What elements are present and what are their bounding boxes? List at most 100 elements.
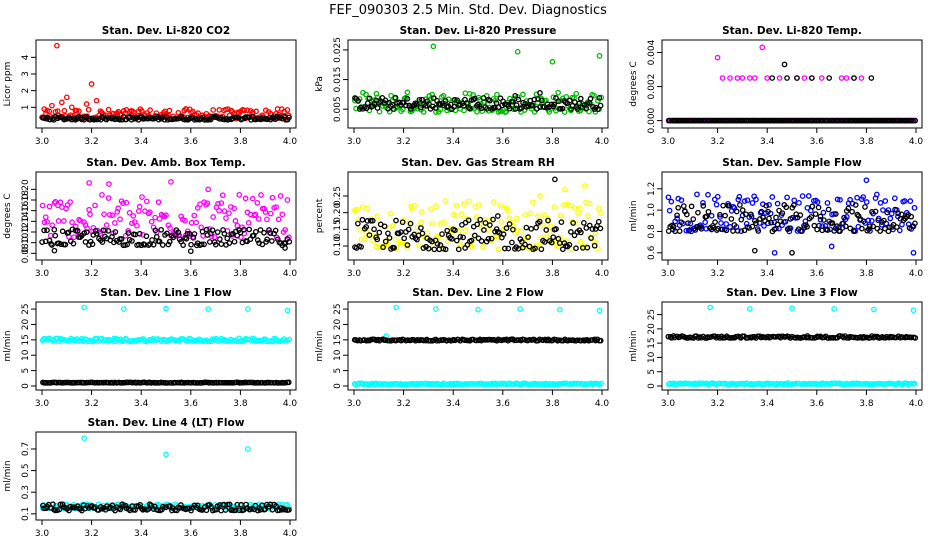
y-tick-label: 0.20 bbox=[21, 179, 31, 199]
data-point bbox=[495, 246, 502, 253]
data-point bbox=[777, 218, 784, 225]
data-point bbox=[218, 241, 225, 247]
data-point bbox=[595, 97, 601, 104]
data-point bbox=[136, 230, 143, 237]
data-point bbox=[529, 102, 536, 109]
data-point bbox=[522, 212, 528, 218]
data-point bbox=[400, 106, 406, 113]
data-point bbox=[253, 108, 259, 115]
data-point bbox=[528, 225, 535, 232]
data-point bbox=[195, 110, 201, 116]
data-point bbox=[407, 220, 414, 227]
data-point bbox=[538, 97, 545, 104]
data-point bbox=[417, 104, 424, 111]
data-point bbox=[481, 227, 487, 233]
data-point bbox=[163, 451, 169, 458]
data-point bbox=[698, 225, 705, 232]
data-point bbox=[452, 96, 458, 103]
data-point bbox=[863, 199, 870, 205]
data-point bbox=[882, 225, 888, 232]
data-point bbox=[509, 239, 515, 246]
data-point bbox=[730, 228, 736, 234]
y-tick-label: 1 bbox=[21, 104, 31, 110]
data-point bbox=[551, 101, 557, 108]
data-point bbox=[242, 195, 249, 202]
data-point bbox=[796, 199, 802, 206]
data-point bbox=[466, 198, 472, 205]
data-point bbox=[751, 247, 758, 254]
data-point bbox=[505, 245, 512, 252]
data-point bbox=[165, 380, 171, 386]
data-point bbox=[759, 44, 766, 51]
data-point bbox=[218, 200, 225, 206]
data-point bbox=[203, 226, 210, 233]
data-point bbox=[812, 211, 819, 217]
data-point bbox=[461, 107, 467, 114]
data-point bbox=[485, 235, 492, 242]
y-axis-label: degrees C bbox=[3, 193, 13, 238]
data-point bbox=[156, 216, 163, 222]
chart-panel: Stan. Dev. Amb. Box Temp. 3.0 3.2 3.4 3.6 3.8… bbox=[3, 157, 297, 279]
y-tick-label: 0.8 bbox=[647, 224, 657, 239]
data-point bbox=[843, 75, 850, 81]
data-point bbox=[822, 223, 829, 229]
data-point bbox=[586, 222, 593, 229]
chart-title: Stan. Dev. Line 4 (LT) Flow bbox=[88, 417, 245, 429]
data-point bbox=[83, 101, 90, 107]
data-point bbox=[191, 231, 198, 237]
data-point bbox=[485, 227, 492, 233]
data-point bbox=[366, 95, 373, 102]
data-point bbox=[126, 209, 133, 216]
data-point bbox=[101, 211, 107, 218]
data-point bbox=[530, 199, 536, 206]
x-tick-label: 3.8 bbox=[859, 269, 874, 279]
x-tick-label: 3.4 bbox=[760, 137, 775, 147]
data-point bbox=[93, 97, 100, 104]
y-axis-label: percent bbox=[315, 198, 325, 233]
data-point bbox=[52, 335, 59, 342]
data-point bbox=[166, 238, 173, 245]
data-point bbox=[838, 75, 845, 81]
data-point bbox=[453, 237, 460, 244]
data-point bbox=[182, 106, 189, 112]
data-point bbox=[488, 337, 495, 343]
data-point bbox=[910, 307, 917, 314]
data-point bbox=[597, 337, 604, 344]
y-axis-label: ml/min bbox=[629, 330, 639, 361]
data-point bbox=[416, 242, 422, 249]
data-point bbox=[741, 198, 748, 204]
data-point bbox=[232, 218, 239, 224]
data-point bbox=[461, 337, 468, 344]
data-point bbox=[555, 98, 562, 105]
data-point bbox=[784, 194, 790, 201]
data-point bbox=[120, 200, 126, 207]
y-axis-label: ml/min bbox=[629, 200, 639, 231]
data-point bbox=[156, 238, 163, 245]
data-point bbox=[910, 117, 916, 124]
chart-title: Stan. Dev. Li-820 Pressure bbox=[400, 25, 557, 37]
data-point bbox=[516, 381, 523, 388]
data-point bbox=[480, 95, 487, 101]
x-tick-label: 3.0 bbox=[347, 399, 362, 409]
data-point bbox=[518, 105, 525, 111]
data-point bbox=[452, 212, 459, 219]
data-point bbox=[834, 223, 840, 229]
x-tick-label: 3.8 bbox=[545, 399, 560, 409]
data-series bbox=[39, 435, 292, 512]
y-tick-label: 0.004 bbox=[647, 39, 657, 65]
data-point bbox=[414, 224, 421, 231]
data-point bbox=[487, 222, 493, 229]
y-tick-label: 15 bbox=[21, 334, 31, 345]
data-point bbox=[272, 227, 279, 234]
data-point bbox=[490, 216, 496, 223]
data-point bbox=[109, 233, 115, 240]
data-point bbox=[773, 214, 779, 221]
data-point bbox=[731, 222, 738, 228]
data-point bbox=[791, 202, 797, 208]
x-tick-label: 3.4 bbox=[446, 399, 461, 409]
data-point bbox=[725, 117, 732, 124]
data-point bbox=[462, 227, 469, 234]
data-point bbox=[148, 218, 155, 225]
data-point bbox=[163, 111, 169, 117]
x-tick-label: 3.0 bbox=[661, 269, 676, 279]
